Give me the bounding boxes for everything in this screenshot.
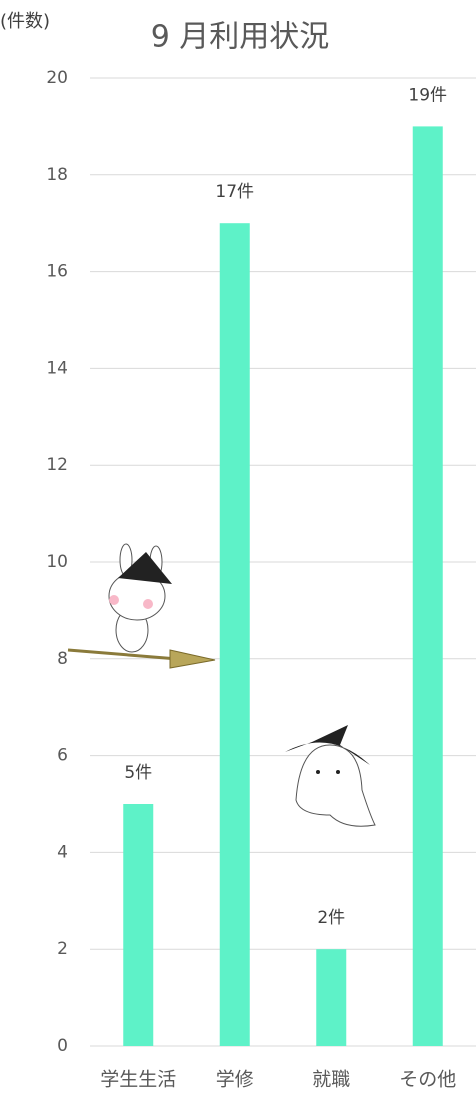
- ghost-illustration: [285, 725, 375, 826]
- y-tick-label: 6: [57, 746, 68, 766]
- y-tick-label: 12: [46, 455, 68, 475]
- y-tick-label: 20: [46, 68, 68, 88]
- x-tick-label: その他: [399, 1069, 456, 1091]
- y-tick-label: 16: [46, 262, 68, 282]
- value-label: 17件: [215, 182, 254, 202]
- bar: [316, 949, 346, 1046]
- y-tick-label: 10: [46, 552, 68, 572]
- bar: [123, 804, 153, 1046]
- y-tick-label: 8: [57, 649, 68, 669]
- chart: 9 月利用状況 (件数) 0 2 4 6 8 10 12 14 16 18 20 学生生活 5件学修 17…: [0, 0, 476, 1093]
- value-label: 5件: [124, 763, 152, 783]
- x-tick-label: 就職: [312, 1069, 350, 1091]
- y-tick-label: 18: [46, 165, 68, 185]
- x-tick-label: 学修: [216, 1069, 254, 1091]
- bar: [220, 223, 250, 1046]
- y-tick-label: 0: [57, 1036, 68, 1056]
- value-label: 2件: [317, 908, 345, 928]
- y-tick-label: 14: [46, 358, 68, 378]
- bar: [413, 126, 443, 1046]
- rabbit-illustration: [68, 544, 215, 668]
- chart-title: 9 月利用状況: [151, 20, 330, 55]
- y-axis-label: (件数): [0, 11, 50, 32]
- y-tick-label: 2: [57, 939, 68, 959]
- x-tick-label: 学生生活: [100, 1069, 176, 1091]
- value-label: 19件: [408, 85, 447, 105]
- y-tick-label: 4: [57, 842, 68, 862]
